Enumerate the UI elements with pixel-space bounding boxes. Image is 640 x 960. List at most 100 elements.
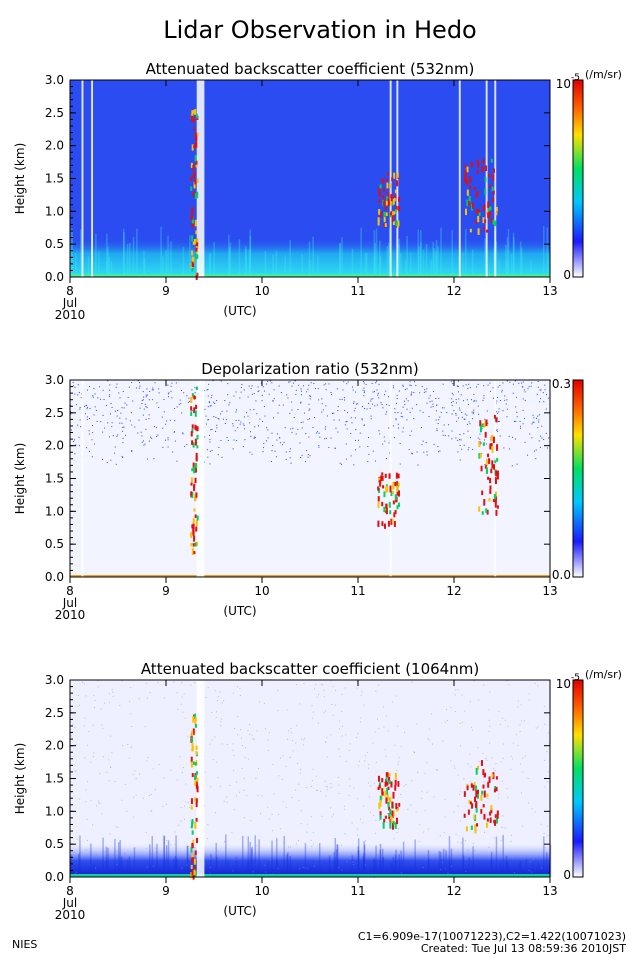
cloud-mark — [492, 498, 495, 503]
cloud-mark — [475, 803, 478, 808]
bl-streak — [108, 257, 111, 277]
noise-dot — [520, 427, 522, 429]
bl-streak — [445, 850, 447, 877]
noise-dot — [516, 463, 518, 465]
cloud-mark — [476, 170, 479, 174]
bl-streak — [170, 241, 172, 277]
noise-dot — [125, 418, 127, 420]
bl-streak — [388, 228, 391, 277]
noise-dot — [122, 745, 124, 747]
noise-dot — [382, 407, 384, 409]
bl-streak — [506, 861, 508, 877]
cloud-mark — [385, 507, 388, 515]
noise-dot — [217, 417, 219, 419]
noise-dot — [459, 409, 461, 411]
cloud-mark — [486, 229, 489, 233]
noise-dot — [109, 389, 111, 391]
noise-dot — [473, 680, 475, 682]
noise-dot — [489, 390, 491, 392]
bl-streak — [409, 252, 412, 277]
cloud-mark — [494, 477, 497, 485]
noise-dot — [242, 446, 244, 448]
noise-dot — [398, 390, 400, 392]
colorbar-max: 10 — [556, 77, 571, 91]
bl-streak — [114, 838, 116, 877]
noise-dot — [374, 731, 376, 733]
noise-dot — [297, 409, 299, 411]
noise-dot — [72, 440, 74, 442]
noise-dot — [325, 795, 327, 797]
noise-dot — [274, 450, 276, 452]
noise-dot — [237, 716, 239, 718]
cloud-mark — [193, 858, 196, 865]
cloud-mark — [480, 760, 483, 766]
noise-dot — [451, 438, 453, 440]
cloud-mark — [194, 438, 197, 446]
noise-dot — [145, 396, 147, 398]
colorbar-min: 0 — [563, 868, 571, 882]
noise-dot — [114, 446, 116, 448]
noise-dot — [70, 411, 72, 413]
bl-streak — [106, 261, 108, 277]
cloud-mark — [195, 780, 198, 787]
cloud-mark — [190, 798, 193, 805]
noise-dot — [331, 412, 333, 414]
noise-dot — [312, 426, 314, 428]
noise-dot — [357, 403, 359, 405]
cloud-mark — [492, 168, 495, 173]
x-axis-label: (UTC) — [223, 904, 256, 918]
noise-dot — [338, 793, 340, 795]
noise-dot — [496, 429, 498, 431]
noise-dot — [262, 386, 264, 388]
noise-dot — [288, 381, 290, 383]
cloud-mark — [191, 440, 194, 445]
bl-streak — [379, 843, 382, 877]
noise-dot — [416, 404, 418, 406]
bl-streak — [102, 837, 104, 877]
noise-dot — [424, 772, 426, 774]
noise-dot — [93, 707, 95, 709]
cloud-mark — [388, 501, 391, 508]
bl-streak — [79, 835, 81, 877]
cloud-mark — [382, 485, 385, 489]
noise-dot — [368, 796, 370, 798]
noise-dot — [127, 396, 129, 398]
bl-streak — [143, 250, 145, 277]
panel-title: Attenuated backscatter coefficient (1064… — [141, 660, 479, 678]
noise-dot — [429, 401, 431, 403]
noise-dot — [330, 807, 332, 809]
cloud-mark — [463, 813, 466, 818]
noise-dot — [442, 430, 444, 432]
noise-dot — [343, 808, 345, 810]
noise-dot — [467, 763, 469, 765]
noise-dot — [397, 423, 399, 425]
noise-dot — [249, 451, 251, 453]
noise-dot — [235, 420, 237, 422]
noise-dot — [341, 725, 343, 727]
noise-dot — [86, 408, 88, 410]
noise-dot — [148, 794, 150, 796]
cloud-mark — [487, 201, 490, 208]
noise-dot — [330, 734, 332, 736]
noise-dot — [312, 768, 314, 770]
bl-streak — [123, 232, 125, 277]
noise-dot — [392, 425, 394, 427]
noise-dot — [374, 832, 376, 834]
noise-dot — [208, 419, 210, 421]
cloud-mark — [397, 196, 400, 203]
cloud-mark — [477, 792, 480, 799]
noise-dot — [511, 834, 513, 836]
cloud-mark — [192, 527, 195, 535]
cloud-mark — [390, 816, 393, 823]
noise-dot — [275, 456, 277, 458]
noise-dot — [263, 702, 265, 704]
noise-dot — [273, 398, 275, 400]
cloud-mark — [192, 761, 195, 765]
noise-dot — [117, 410, 119, 412]
noise-dot — [470, 726, 472, 728]
noise-dot — [289, 448, 291, 450]
noise-dot — [395, 402, 397, 404]
cloud-mark — [489, 485, 492, 490]
cloud-mark — [195, 135, 198, 142]
cloud-mark — [388, 813, 391, 817]
